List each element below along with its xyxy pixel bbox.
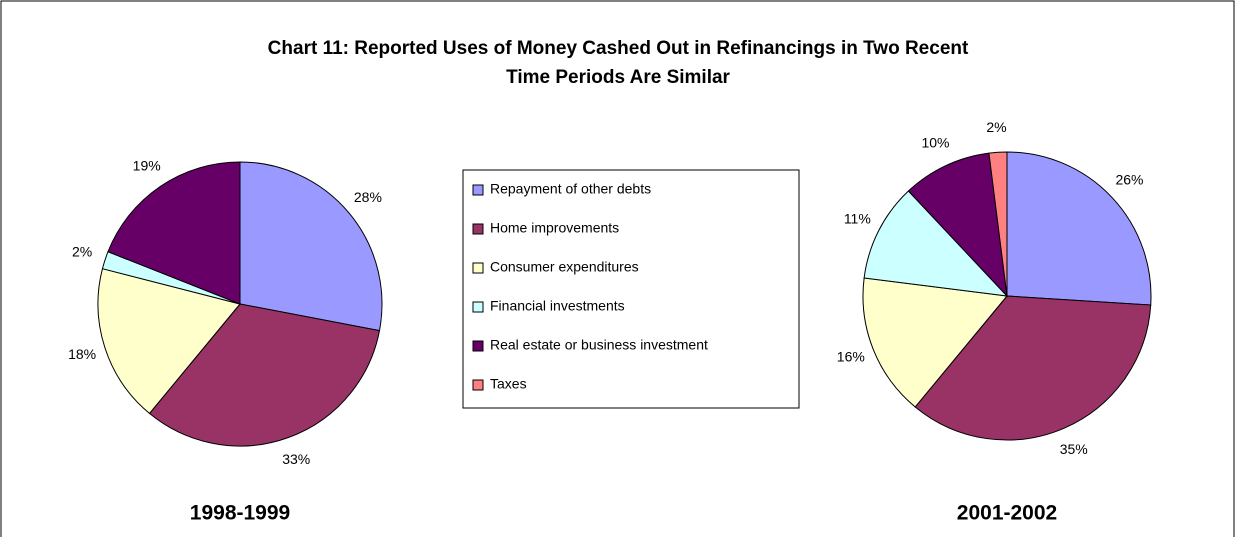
value-label: 16% — [837, 349, 865, 365]
value-label: 19% — [133, 157, 161, 173]
value-label: 33% — [282, 451, 310, 467]
legend-label: Taxes — [490, 376, 527, 392]
value-label: 10% — [921, 135, 949, 151]
legend — [462, 169, 800, 409]
value-label: 28% — [354, 189, 382, 205]
legend-label: Consumer expenditures — [490, 259, 639, 275]
pie-slice — [97, 268, 241, 415]
pie-slice — [862, 277, 1008, 408]
pie-slice — [107, 161, 241, 305]
pie-subtitle: 2001-2002 — [957, 502, 1057, 525]
chart-title: Time Periods Are Similar — [506, 67, 730, 88]
pie-subtitle: 1998-1999 — [190, 502, 290, 525]
legend-swatch — [472, 301, 484, 313]
pie-slice — [148, 303, 381, 447]
legend-swatch — [472, 262, 484, 274]
value-label: 18% — [68, 346, 96, 362]
pie-slice — [239, 161, 383, 332]
legend-label: Financial investments — [490, 298, 625, 314]
pie-slice — [988, 151, 1008, 297]
pie-slice — [863, 190, 1009, 297]
pie-slice — [1006, 151, 1152, 306]
legend-label: Home improvements — [490, 220, 619, 236]
value-label: 11% — [844, 210, 871, 226]
value-label: 2% — [986, 119, 1006, 135]
chart-title: Chart 11: Reported Uses of Money Cashed … — [268, 38, 969, 59]
value-label: 2% — [72, 243, 92, 259]
pie-slice — [907, 152, 1008, 298]
legend-swatch — [472, 340, 484, 352]
pie-slice — [914, 295, 1152, 441]
value-label: 35% — [1060, 441, 1088, 457]
legend-swatch — [472, 379, 484, 391]
value-label: 26% — [1115, 172, 1143, 188]
legend-label: Repayment of other debts — [490, 181, 651, 197]
legend-label: Real estate or business investment — [490, 337, 708, 353]
legend-swatch — [472, 223, 484, 235]
legend-swatch — [472, 184, 484, 196]
